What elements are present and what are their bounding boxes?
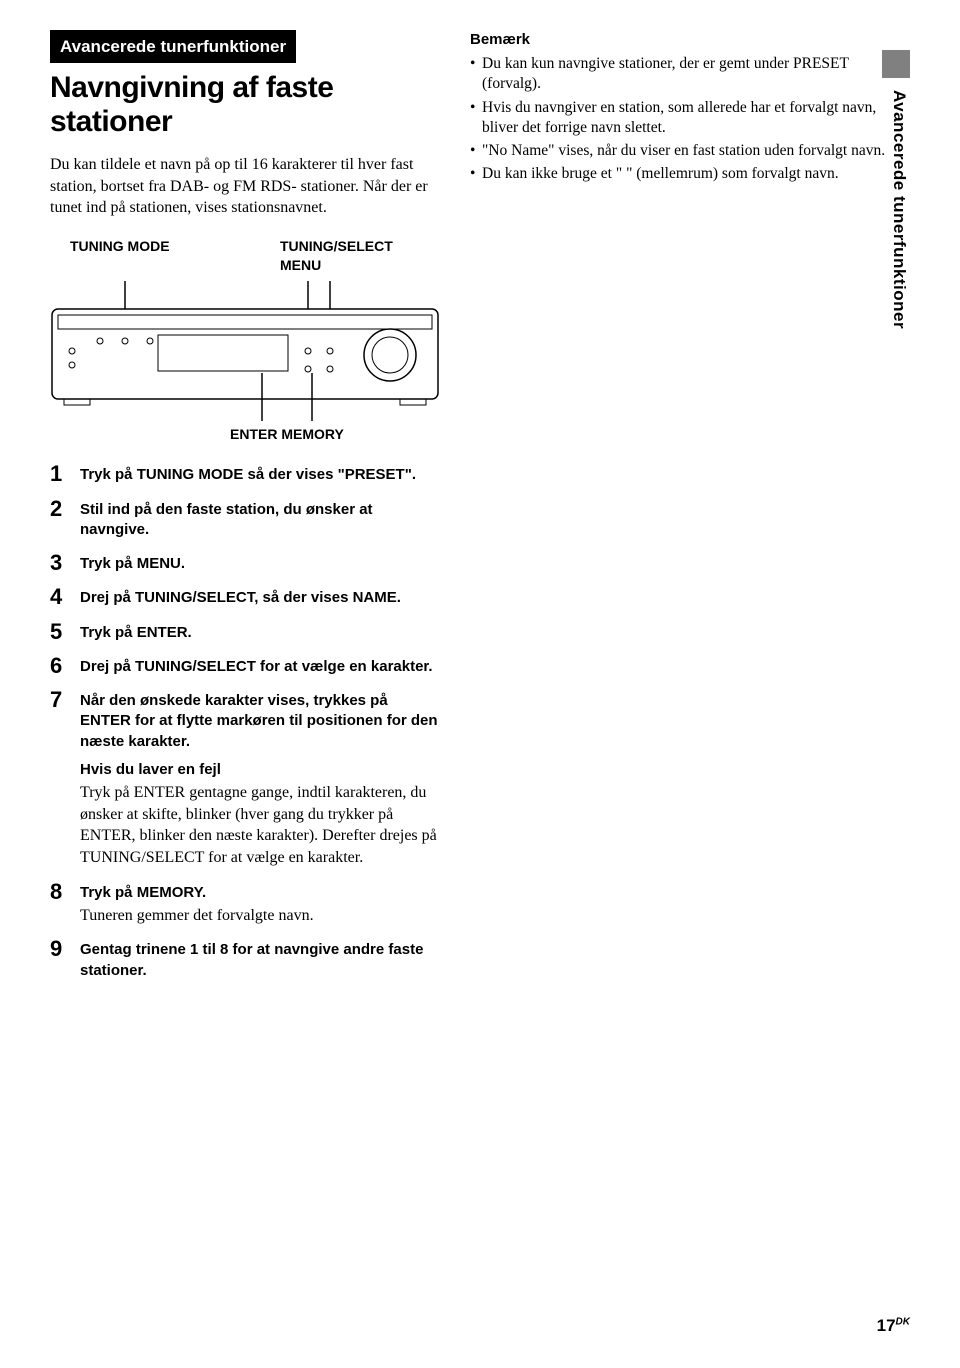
note-item: "No Name" vises, når du viser en fast st… (470, 141, 890, 161)
label-menu: MENU (280, 256, 440, 275)
step-2: 2 Stil ind på den faste station, du ønsk… (50, 498, 440, 541)
page-suffix: DK (896, 1316, 910, 1327)
note-item: Du kan ikke bruge et " " (mellemrum) som… (470, 164, 890, 184)
step-text: Tryk på MEMORY. (80, 883, 314, 903)
step-6: 6 Drej på TUNING/SELECT for at vælge en … (50, 655, 440, 677)
device-diagram (50, 281, 440, 421)
step-text: Tryk på ENTER. (80, 621, 192, 643)
step-num: 4 (50, 586, 80, 608)
diagram-bottom-labels: ENTER MEMORY (230, 425, 440, 444)
side-tab: Avancerede tunerfunktioner (882, 50, 910, 390)
notes-list: Du kan kun navngive stationer, der er ge… (470, 54, 890, 184)
step-text: Når den ønskede karakter vises, trykkes … (80, 691, 440, 752)
step-num: 1 (50, 463, 80, 485)
note-item: Hvis du navngiver en station, som allere… (470, 98, 890, 138)
step-text: Drej på TUNING/SELECT for at vælge en ka… (80, 655, 433, 677)
step-num: 9 (50, 938, 80, 960)
step-subtext: Tryk på ENTER gentagne gange, indtil kar… (80, 782, 440, 868)
note-item: Du kan kun navngive stationer, der er ge… (470, 54, 890, 94)
step-text: Drej på TUNING/SELECT, så der vises NAME… (80, 586, 401, 608)
label-tuning-select: TUNING/SELECT (280, 237, 393, 256)
step-num: 3 (50, 552, 80, 574)
step-1: 1 Tryk på TUNING MODE så der vises "PRES… (50, 463, 440, 485)
step-8: 8 Tryk på MEMORY. Tuneren gemmer det for… (50, 881, 440, 927)
side-tab-label: Avancerede tunerfunktioner (887, 90, 910, 329)
step-num: 8 (50, 881, 80, 903)
step-5: 5 Tryk på ENTER. (50, 621, 440, 643)
page-number: 17DK (877, 1315, 910, 1338)
label-tuning-mode: TUNING MODE (70, 237, 210, 256)
page-num-value: 17 (877, 1316, 896, 1335)
step-3: 3 Tryk på MENU. (50, 552, 440, 574)
step-num: 5 (50, 621, 80, 643)
diagram-top-labels: TUNING MODE TUNING/SELECT (50, 237, 440, 256)
step-text: Gentag trinene 1 til 8 for at navngive a… (80, 938, 440, 981)
step-num: 2 (50, 498, 80, 520)
gray-tab-marker (882, 50, 910, 78)
step-num: 6 (50, 655, 80, 677)
notes-heading: Bemærk (470, 30, 890, 50)
step-text: Tryk på TUNING MODE så der vises "PRESET… (80, 463, 416, 485)
category-label: Avancerede tunerfunktioner (50, 30, 296, 63)
step-num: 7 (50, 689, 80, 711)
step-7: 7 Når den ønskede karakter vises, trykke… (50, 689, 440, 868)
page-title: Navngivning af faste stationer (50, 71, 440, 140)
step-text: Stil ind på den faste station, du ønsker… (80, 498, 440, 541)
intro-text: Du kan tildele et navn på op til 16 kara… (50, 154, 440, 219)
step-text: Tryk på MENU. (80, 552, 185, 574)
step-subhead: Hvis du laver en fejl (80, 760, 440, 780)
step-9: 9 Gentag trinene 1 til 8 for at navngive… (50, 938, 440, 981)
step-subtext: Tuneren gemmer det forvalgte navn. (80, 905, 314, 927)
step-4: 4 Drej på TUNING/SELECT, så der vises NA… (50, 586, 440, 608)
